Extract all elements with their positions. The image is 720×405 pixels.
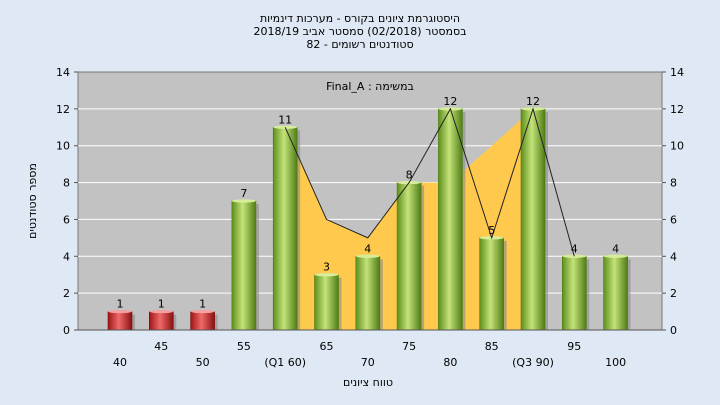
bar — [603, 255, 628, 331]
y-tick-label-right: 12 — [670, 103, 684, 116]
x-tick-label: (Q1 60) — [264, 356, 306, 369]
bar-65 — [314, 273, 342, 331]
bar-value-label: 12 — [526, 95, 540, 108]
bar-value-label: 1 — [199, 298, 206, 311]
bar — [107, 311, 133, 331]
y-tick-label-left: 10 — [56, 140, 70, 153]
bar-cap — [355, 254, 380, 258]
bar-100 — [603, 254, 631, 331]
bar — [190, 311, 215, 331]
bar — [520, 108, 546, 331]
y-axis-left-ticks: 0 2 4 6 8 10 12 14 — [56, 66, 78, 337]
bar-40 — [107, 309, 135, 331]
bar-(Q3 90) — [520, 107, 548, 331]
trend-line — [284, 107, 575, 257]
x-tick-label: 45 — [154, 340, 168, 353]
y-tick-label-right: 10 — [670, 140, 684, 153]
bar-45 — [149, 309, 177, 331]
x-axis-ticks: 40 45 50 55 (Q1 60) 65 70 75 80 85 (Q3 90) 95 100 — [78, 329, 662, 369]
y-axis-label: מספר סטודנטים — [26, 163, 39, 239]
x-tick-label: (Q3 90) — [512, 356, 554, 369]
y-tick-label-right: 6 — [670, 213, 677, 226]
x-axis-label: טווח ציונים — [343, 376, 393, 389]
x-tick-label: 55 — [237, 340, 251, 353]
x-tick-label: 80 — [443, 356, 457, 369]
bar — [438, 108, 463, 331]
bar-cap — [149, 309, 174, 314]
bar-cap — [190, 309, 215, 314]
bar-value-label: 12 — [443, 95, 457, 108]
bars-layer — [107, 107, 631, 331]
x-tick-label: 95 — [567, 340, 581, 353]
bar — [272, 126, 298, 331]
bar-value-label: 4 — [364, 242, 371, 255]
y-tick-label-left: 2 — [63, 287, 70, 300]
bar-value-label: 4 — [612, 242, 619, 255]
bar — [314, 274, 339, 331]
bar-value-label: 1 — [158, 298, 165, 311]
y-tick-label-right: 4 — [670, 250, 677, 263]
bar-95 — [561, 254, 590, 331]
bar — [355, 255, 381, 331]
bar-value-label: 3 — [323, 261, 330, 274]
bar-cap — [603, 254, 628, 258]
chart-title-line-1: היסטוגרמת ציונים בקורס - מערכות דינמיות — [260, 12, 460, 25]
bar — [396, 182, 422, 331]
y-tick-label-right: 0 — [670, 324, 677, 337]
bar — [479, 237, 505, 331]
y-tick-label-left: 6 — [63, 213, 70, 226]
y-tick-label-left: 12 — [56, 103, 70, 116]
chart-title-line-2: בסמסטר (02/2018) סמסטר אביב 2018/19 — [253, 25, 466, 38]
bar-50 — [190, 309, 218, 331]
y-tick-label-left: 4 — [63, 250, 70, 263]
bar-55 — [231, 199, 259, 331]
trend-line-layer — [284, 107, 575, 257]
bar-cap — [231, 199, 256, 203]
chart-title-line-3: סטודנטים רשומים - 82 — [306, 38, 413, 51]
bar — [561, 255, 587, 331]
y-tick-label-left: 8 — [63, 177, 70, 190]
bar-value-label: 5 — [488, 224, 495, 237]
y-tick-label-right: 2 — [670, 287, 677, 300]
bar-value-label: 4 — [571, 242, 578, 255]
bar-value-label: 1 — [117, 298, 124, 311]
y-tick-label-left: 14 — [56, 66, 70, 79]
y-axis-right-ticks: 0 2 4 6 8 10 12 14 — [662, 66, 684, 337]
x-tick-label: 85 — [485, 340, 499, 353]
bar-70 — [355, 254, 383, 331]
x-tick-label: 75 — [402, 340, 416, 353]
bar-value-label: 8 — [406, 169, 413, 182]
x-tick-label: 50 — [196, 356, 210, 369]
y-tick-label-right: 8 — [670, 177, 677, 190]
x-tick-label: 100 — [605, 356, 626, 369]
y-tick-label-right: 14 — [670, 66, 684, 79]
bar-75 — [396, 180, 425, 331]
x-tick-label: 70 — [361, 356, 375, 369]
y-tick-label-left: 0 — [63, 324, 70, 337]
chart-annotation: במשימה : Final_A — [326, 80, 414, 93]
bar — [149, 311, 174, 331]
bar — [231, 200, 257, 331]
bar-value-label: 11 — [278, 113, 292, 126]
bar-(Q1 60) — [272, 125, 301, 331]
x-tick-label: 40 — [113, 356, 127, 369]
bar-85 — [479, 236, 507, 331]
x-tick-label: 65 — [320, 340, 334, 353]
bar-value-label: 7 — [240, 187, 247, 200]
bar-cap — [314, 273, 339, 277]
bar-cap — [108, 309, 132, 314]
bar-80 — [438, 107, 466, 331]
